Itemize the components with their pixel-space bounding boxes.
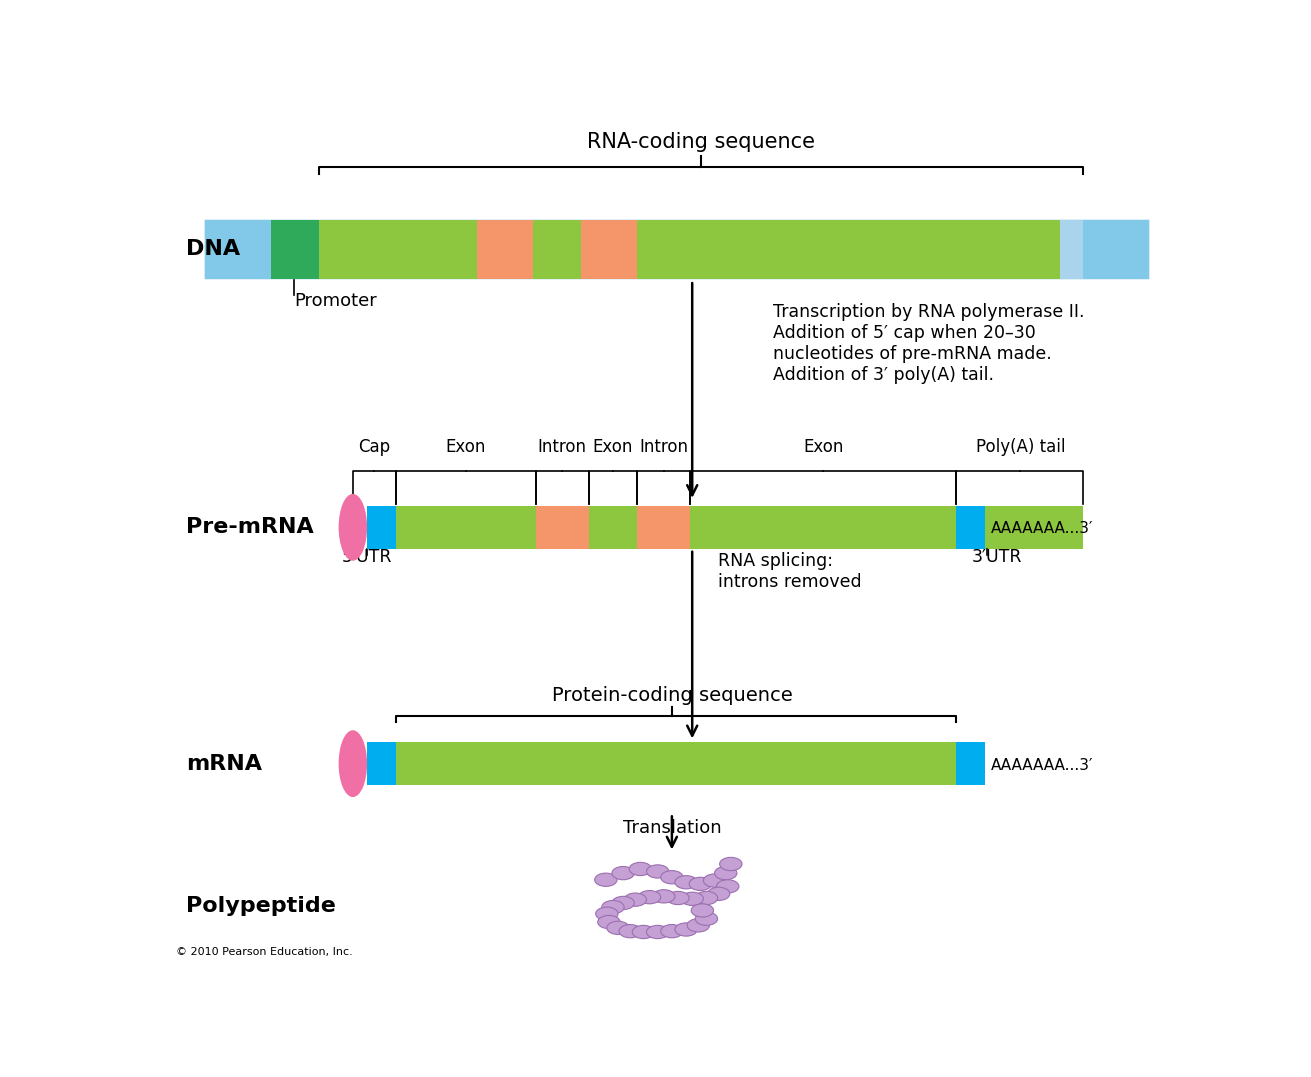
Text: 5′: 5′ [347,758,361,773]
Text: RNA-coding sequence: RNA-coding sequence [587,131,815,152]
Ellipse shape [691,904,713,918]
Ellipse shape [680,892,704,906]
Ellipse shape [720,857,742,870]
Text: Polypeptide: Polypeptide [186,896,336,917]
Bar [589,506,637,549]
Ellipse shape [646,925,669,939]
Text: Exon: Exon [804,438,843,456]
Ellipse shape [661,870,683,884]
Ellipse shape [612,896,635,910]
Bar [957,742,985,785]
Text: AAAAAAA...3′: AAAAAAA...3′ [991,521,1093,536]
Bar [396,506,536,549]
Text: 5′: 5′ [347,521,361,536]
Text: DNA: DNA [186,239,240,260]
Text: Exon: Exon [446,438,486,456]
Text: Exon: Exon [593,438,633,456]
Ellipse shape [612,867,635,880]
Text: RNA splicing:
introns removed: RNA splicing: introns removed [717,553,861,591]
Ellipse shape [602,900,624,913]
Ellipse shape [695,912,717,925]
Bar [637,506,690,549]
Bar [477,220,532,279]
Ellipse shape [714,867,737,880]
Ellipse shape [338,730,367,797]
Ellipse shape [595,907,617,921]
Bar [637,220,1061,279]
Ellipse shape [595,873,617,886]
Text: Cap: Cap [358,438,391,456]
Ellipse shape [708,887,730,900]
Text: Intron: Intron [640,438,688,456]
Ellipse shape [632,925,654,939]
Text: © 2010 Pearson Education, Inc.: © 2010 Pearson Education, Inc. [176,947,353,956]
Text: Translation: Translation [623,819,721,837]
Text: Pre-mRNA: Pre-mRNA [186,517,313,537]
Ellipse shape [598,915,620,928]
Bar [320,220,477,279]
Ellipse shape [687,919,709,932]
Ellipse shape [690,878,712,891]
Bar [957,506,985,549]
Bar [582,220,637,279]
Ellipse shape [717,880,739,893]
Bar [205,220,270,279]
Text: Promoter: Promoter [294,292,376,310]
Ellipse shape [624,893,646,906]
FancyBboxPatch shape [205,220,1150,279]
Bar [1083,220,1150,279]
Ellipse shape [675,876,697,889]
Bar [690,506,957,549]
Ellipse shape [646,865,669,878]
Ellipse shape [704,873,726,887]
Bar [532,220,582,279]
Ellipse shape [653,890,675,903]
Text: Transcription by RNA polymerase II.
Addition of 5′ cap when 20–30
nucleotides of: Transcription by RNA polymerase II. Addi… [773,304,1086,383]
Ellipse shape [667,892,690,905]
Ellipse shape [661,924,683,938]
Bar [367,506,396,549]
Bar [367,742,396,785]
Ellipse shape [629,863,652,876]
Text: 5′UTR: 5′UTR [342,548,392,567]
Ellipse shape [675,923,697,936]
Text: AAAAAAA...3′: AAAAAAA...3′ [991,758,1093,773]
Text: 3′UTR: 3′UTR [971,548,1023,567]
Bar [270,220,320,279]
Text: mRNA: mRNA [186,754,262,773]
Text: Protein-coding sequence: Protein-coding sequence [552,686,792,704]
Text: Poly(A) tail: Poly(A) tail [975,438,1065,456]
Ellipse shape [338,494,367,561]
Ellipse shape [607,921,629,935]
Bar [367,506,1083,549]
Ellipse shape [638,891,661,904]
Bar [536,506,589,549]
Text: Intron: Intron [538,438,586,456]
Ellipse shape [695,892,717,905]
Ellipse shape [619,924,641,938]
Bar [367,742,985,785]
Bar [396,742,957,785]
